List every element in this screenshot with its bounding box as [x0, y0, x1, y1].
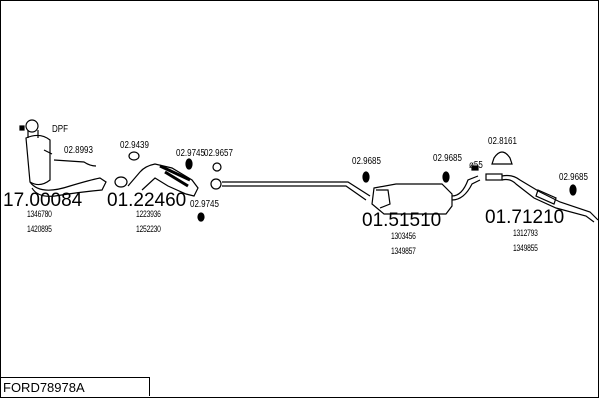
model-code: FORD78978A	[0, 377, 150, 396]
ref-number: 1312793	[513, 228, 538, 238]
diameter-label: ø55	[469, 160, 483, 171]
accessory-number: 02.9685	[559, 172, 588, 183]
part-number: 01.22460	[107, 190, 187, 211]
hangers	[128, 151, 577, 222]
part-number: 01.71210	[485, 207, 565, 228]
accessory-number: 02.9745	[190, 199, 219, 210]
rear-silencer	[371, 165, 481, 215]
accessory-number: 02.9657	[204, 148, 233, 159]
part-number: 17.00084	[3, 190, 83, 211]
ref-number: 1349857	[391, 246, 416, 256]
ref-number: 1303456	[391, 231, 416, 241]
ref-number: 1420895	[27, 224, 52, 234]
accessory-number: 02.9685	[352, 156, 381, 167]
ref-number: 1346780	[27, 209, 52, 219]
ref-number: 1349855	[513, 243, 538, 253]
accessory-number: 02.9685	[433, 153, 462, 164]
accessory-number: 02.9439	[120, 140, 149, 151]
part-number: 01.51510	[362, 210, 442, 231]
middle-pipe	[210, 178, 371, 201]
tail-pipe	[485, 173, 599, 223]
accessory-number: 02.8993	[64, 145, 93, 156]
accessory-number: 02.8161	[488, 136, 517, 147]
ref-number: 1252230	[136, 224, 161, 234]
dpf-label: DPF	[52, 124, 68, 135]
accessory-number: 02.9745	[176, 148, 205, 159]
ref-number: 1223936	[136, 209, 161, 219]
dpf-unit	[19, 119, 107, 197]
front-pipe	[114, 163, 199, 197]
